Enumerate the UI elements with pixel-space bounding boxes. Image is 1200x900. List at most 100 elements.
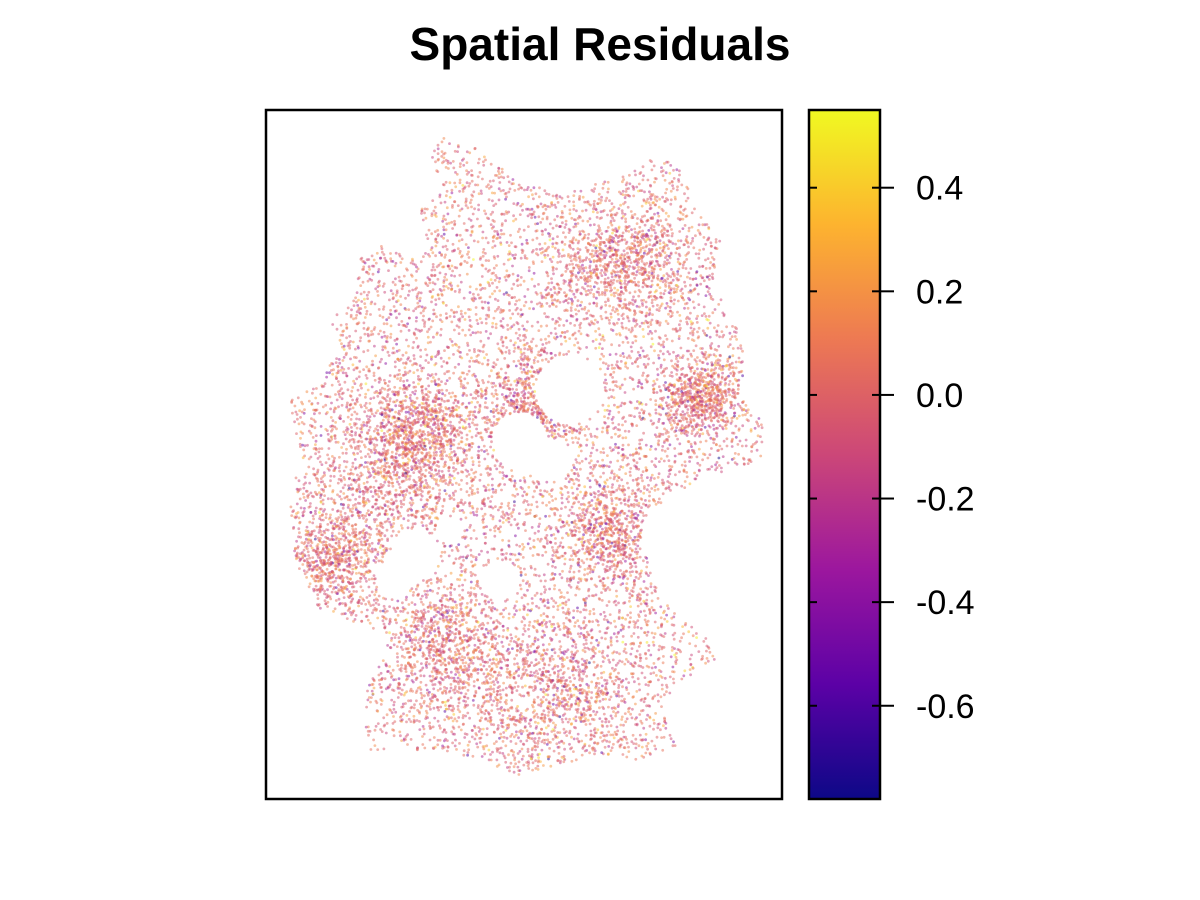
- data-point: [609, 714, 613, 718]
- data-point: [374, 479, 378, 483]
- data-point: [372, 598, 376, 602]
- data-point: [450, 450, 454, 454]
- data-point: [656, 500, 660, 504]
- data-point: [412, 381, 415, 384]
- data-point: [367, 409, 370, 412]
- data-point: [535, 505, 539, 509]
- data-point: [398, 412, 401, 416]
- data-point: [554, 332, 558, 336]
- data-point: [604, 378, 607, 382]
- data-point: [606, 654, 609, 658]
- data-point: [526, 320, 529, 324]
- data-point: [694, 360, 698, 363]
- data-point: [315, 493, 319, 496]
- data-point: [739, 344, 743, 347]
- data-point: [732, 366, 735, 370]
- data-point: [297, 527, 301, 531]
- data-point: [667, 214, 670, 218]
- data-point: [482, 664, 486, 668]
- data-point: [409, 443, 412, 447]
- data-point: [419, 597, 423, 601]
- data-point: [459, 647, 463, 651]
- data-point: [450, 220, 454, 224]
- data-point: [669, 202, 673, 206]
- data-point: [481, 350, 485, 354]
- data-point: [319, 434, 323, 437]
- data-point: [528, 620, 532, 624]
- data-point: [564, 505, 567, 509]
- data-point: [553, 432, 556, 436]
- data-point: [530, 324, 534, 328]
- data-point: [561, 211, 564, 215]
- data-point: [674, 242, 677, 246]
- data-point: [635, 467, 638, 471]
- data-point: [376, 616, 380, 620]
- data-point: [355, 310, 359, 314]
- data-point: [536, 732, 539, 736]
- data-point: [318, 528, 322, 532]
- data-point: [476, 706, 480, 709]
- data-point: [598, 246, 601, 249]
- data-point: [489, 162, 493, 166]
- data-point: [702, 236, 706, 239]
- data-point: [425, 353, 429, 357]
- data-point: [439, 663, 443, 667]
- data-point: [464, 243, 468, 246]
- data-point: [725, 399, 728, 403]
- data-point: [746, 408, 750, 412]
- data-point: [492, 448, 496, 452]
- data-point: [422, 314, 425, 318]
- data-point: [601, 403, 605, 407]
- data-point: [503, 398, 507, 401]
- data-point: [609, 695, 613, 699]
- data-point: [458, 233, 462, 237]
- data-point: [423, 207, 427, 211]
- data-point: [621, 175, 625, 179]
- data-point: [564, 717, 568, 721]
- data-point: [416, 368, 419, 372]
- data-point: [410, 645, 414, 649]
- data-point: [548, 238, 552, 242]
- data-point: [689, 320, 693, 323]
- data-point: [451, 160, 455, 163]
- data-point: [374, 590, 378, 594]
- data-point: [515, 653, 518, 657]
- data-point: [638, 547, 642, 551]
- data-point: [445, 345, 449, 349]
- data-point: [442, 183, 446, 187]
- data-point: [529, 670, 533, 674]
- data-point: [559, 668, 563, 672]
- data-point: [720, 392, 724, 395]
- data-point: [707, 237, 710, 241]
- data-point: [624, 617, 627, 621]
- data-point: [689, 369, 693, 373]
- data-point: [461, 661, 465, 665]
- data-point: [609, 733, 613, 737]
- data-point: [663, 693, 666, 697]
- data-point: [377, 489, 380, 493]
- data-point: [323, 550, 327, 554]
- data-point: [585, 557, 589, 561]
- data-point: [628, 265, 631, 268]
- data-point: [600, 338, 603, 341]
- data-point: [480, 263, 484, 267]
- data-point: [563, 291, 566, 294]
- data-point: [506, 766, 509, 769]
- data-point: [363, 332, 367, 336]
- data-point: [493, 607, 497, 611]
- data-point: [396, 614, 400, 617]
- data-point: [578, 260, 582, 264]
- data-point: [573, 324, 577, 327]
- data-point: [470, 456, 474, 460]
- data-point: [568, 243, 572, 247]
- data-point: [744, 438, 748, 442]
- data-point: [468, 740, 471, 744]
- data-point: [616, 229, 619, 233]
- data-point: [653, 197, 657, 201]
- data-point: [629, 652, 633, 656]
- data-point: [705, 429, 709, 433]
- data-point: [509, 740, 513, 743]
- data-point: [445, 248, 449, 251]
- data-point: [635, 222, 639, 226]
- data-point: [456, 349, 460, 352]
